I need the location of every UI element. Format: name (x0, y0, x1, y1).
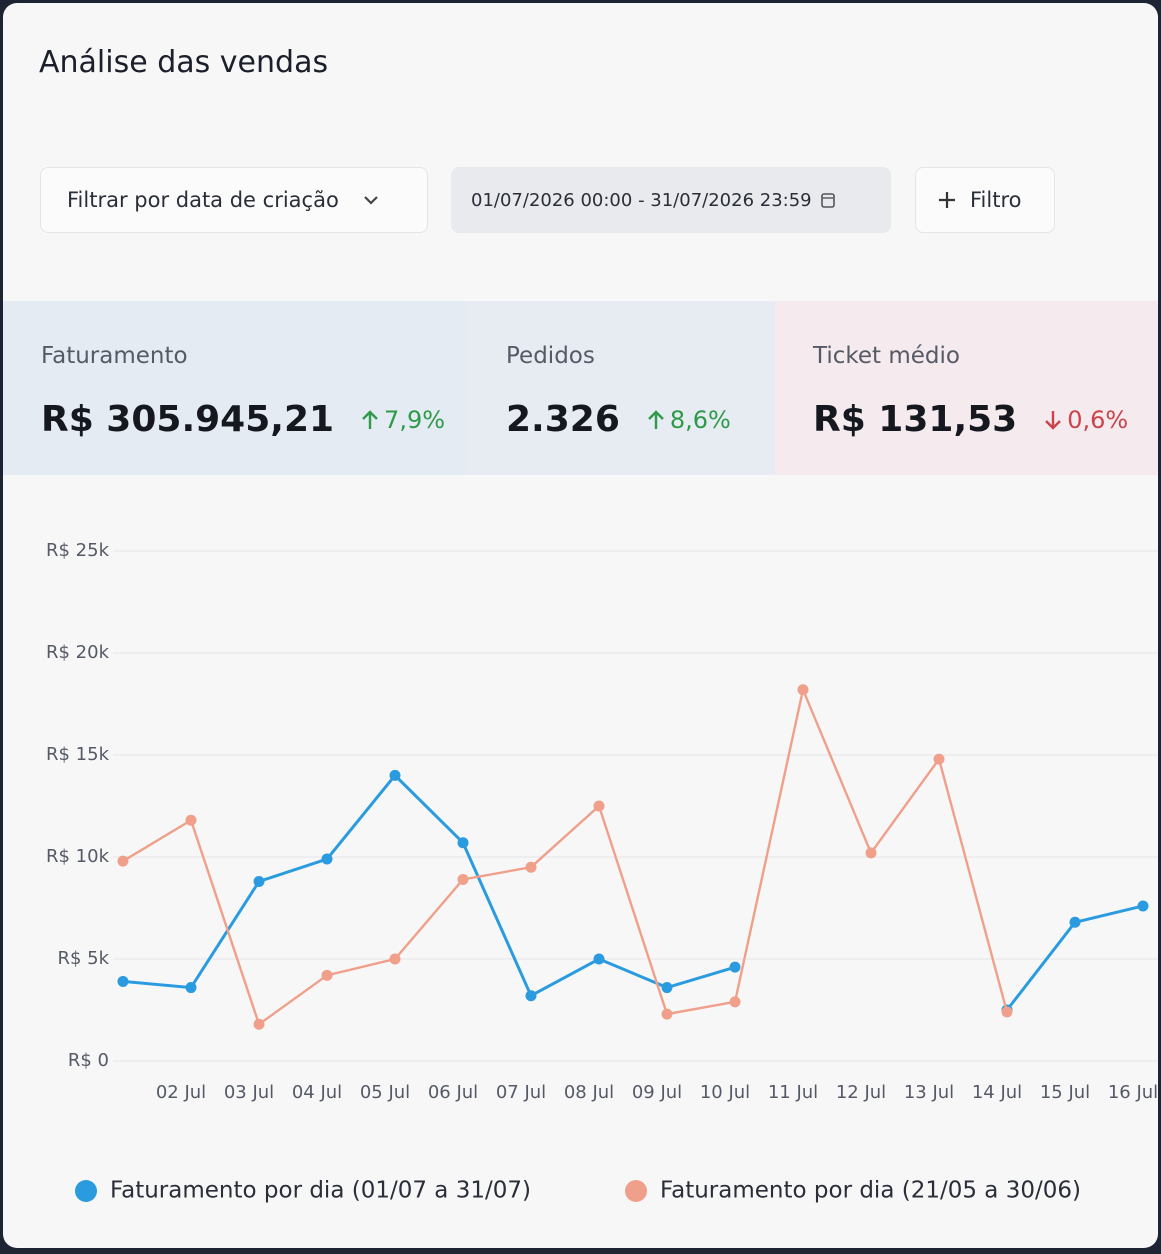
kpi-change-value: 8,6% (669, 405, 731, 434)
data-point (1137, 900, 1149, 912)
data-point (729, 961, 741, 973)
date-range-input[interactable]: 01/07/2026 00:00 - 31/07/2026 23:59 (451, 167, 891, 233)
series-line (122, 685, 1009, 1027)
data-point (321, 969, 333, 981)
data-point (933, 753, 945, 765)
legend-label: Faturamento por dia (01/07 a 31/07) (110, 1178, 531, 1204)
x-tick-label: 12 Jul (836, 1082, 886, 1103)
data-point (525, 990, 537, 1002)
data-point (525, 861, 537, 873)
data-point (253, 875, 265, 887)
trend-arrow (648, 409, 664, 429)
data-point (389, 769, 401, 781)
data-point (117, 855, 129, 867)
chevron-icon (364, 196, 378, 205)
x-tick-label: 08 Jul (564, 1082, 614, 1103)
y-tick-label: R$ 5k (57, 948, 109, 969)
data-point (321, 853, 333, 865)
x-tick-label: 10 Jul (700, 1082, 750, 1103)
calendar-icon (820, 193, 835, 208)
data-point (389, 953, 401, 965)
add-filter-label: Filtro (970, 188, 1022, 212)
plus-icon (939, 192, 955, 208)
legend-swatch (625, 1180, 647, 1202)
data-point (117, 975, 129, 987)
kpi-card: Ticket médio R$ 131,53 0,6% (775, 301, 1158, 475)
kpi-label: Ticket médio (813, 343, 960, 369)
line-chart: R$ 0 R$ 5k R$ 10k R$ 15k R$ 20k R$ 25k 02 Jul 0… (46, 540, 1158, 1204)
kpi-change-value: 0,6% (1067, 405, 1129, 434)
trend-arrow (362, 409, 378, 429)
kpi-value: R$ 131,53 (813, 399, 1018, 440)
kpi-value-row: 2.326 8,6% (506, 399, 731, 440)
y-tick-label: R$ 15k (46, 744, 110, 765)
y-tick-label: R$ 20k (46, 642, 110, 663)
arrow-shape (362, 409, 378, 429)
data-point (185, 814, 197, 826)
kpi-strip: Faturamento R$ 305.945,21 7,9% Pedidos 2.326… (3, 301, 1158, 475)
x-tick-label: 07 Jul (496, 1082, 546, 1103)
kpi-label: Faturamento (41, 343, 188, 369)
data-point (1001, 1006, 1013, 1018)
kpi-change: 7,9% (360, 406, 445, 434)
date-range-text: 01/07/2026 00:00 - 31/07/2026 23:59 (471, 189, 812, 211)
arrow-shape (1045, 410, 1062, 430)
x-tick-label: 04 Jul (292, 1082, 342, 1103)
kpi-value-row: R$ 305.945,21 7,9% (41, 399, 445, 440)
legend-swatch (75, 1180, 97, 1202)
x-tick-label: 03 Jul (224, 1082, 274, 1103)
trend-arrow (1045, 410, 1062, 430)
data-point (593, 800, 605, 812)
x-tick-label: 11 Jul (768, 1082, 818, 1103)
data-point (661, 1008, 673, 1020)
x-tick-label: 02 Jul (156, 1082, 206, 1103)
kpi-change-value: 7,9% (384, 405, 446, 434)
kpi-value-row: R$ 131,53 0,6% (813, 399, 1128, 440)
data-point (457, 837, 469, 849)
add-filter-button[interactable]: Filtro (915, 167, 1055, 233)
date-filter-label: Filtrar por data de criação (67, 188, 339, 212)
data-point (1069, 916, 1081, 928)
panel: Análise das vendas Filtrar por data de c… (3, 3, 1158, 1248)
data-point (253, 1018, 265, 1030)
x-tick-label: 09 Jul (632, 1082, 682, 1103)
x-tick-label: 14 Jul (972, 1082, 1022, 1103)
kpi-value: 2.326 (506, 399, 620, 440)
x-tick-label: 16 Jul (1108, 1082, 1158, 1103)
x-tick-label: 05 Jul (360, 1082, 410, 1103)
data-point (593, 953, 605, 965)
data-point (457, 873, 469, 885)
y-tick-label: R$ 0 (68, 1050, 109, 1071)
x-tick-label: 15 Jul (1040, 1082, 1090, 1103)
kpi-change: 8,6% (646, 406, 731, 434)
date-filter-select[interactable]: Filtrar por data de criação (40, 167, 428, 233)
kpi-card: Pedidos 2.326 8,6% (468, 301, 775, 475)
x-tick-label: 13 Jul (904, 1082, 954, 1103)
series-line (122, 773, 1144, 1011)
kpi-card: Faturamento R$ 305.945,21 7,9% (3, 301, 468, 475)
data-point (185, 982, 197, 994)
kpi-change: 0,6% (1043, 406, 1128, 434)
data-point (661, 982, 673, 994)
arrow-shape (648, 409, 664, 429)
y-tick-label: R$ 10k (46, 846, 110, 867)
legend-label: Faturamento por dia (21/05 a 30/06) (660, 1178, 1081, 1204)
data-point (729, 996, 741, 1008)
kpi-value: R$ 305.945,21 (41, 399, 335, 440)
data-point (797, 684, 809, 696)
data-point (865, 847, 877, 859)
y-tick-label: R$ 25k (46, 540, 110, 561)
kpi-label: Pedidos (506, 343, 595, 369)
page-title: Análise das vendas (39, 45, 329, 80)
x-tick-label: 06 Jul (428, 1082, 478, 1103)
